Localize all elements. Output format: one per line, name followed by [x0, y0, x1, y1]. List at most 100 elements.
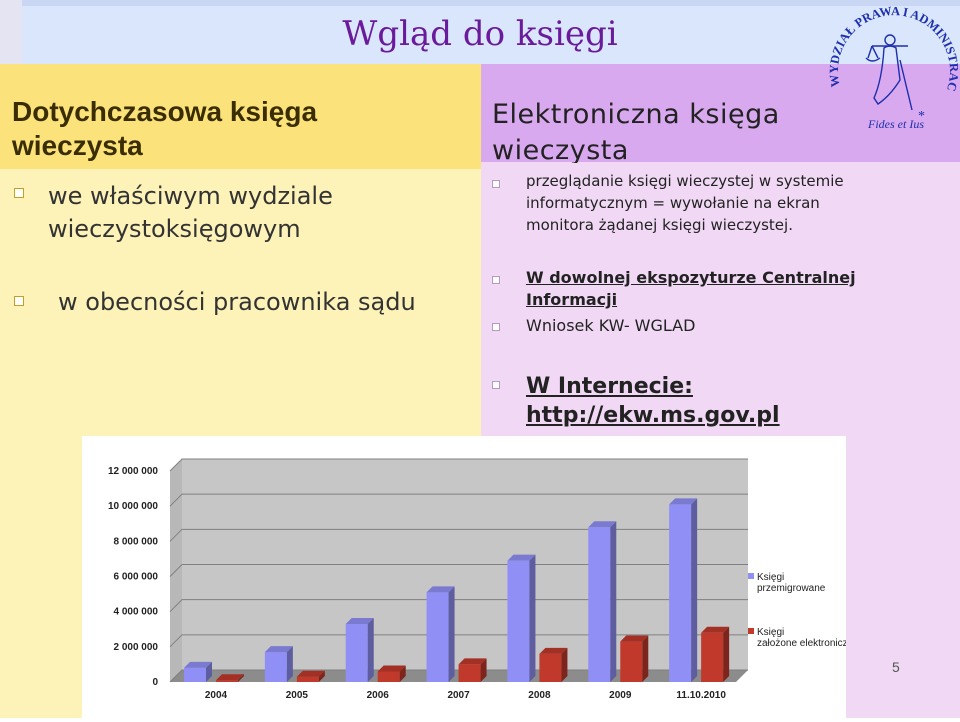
y-tick-label: 8 000 000 — [114, 536, 159, 547]
bullet-icon — [492, 180, 500, 188]
x-tick-label: 2008 — [528, 690, 551, 701]
bar — [458, 664, 481, 682]
faculty-seal-logo: WYDZIAŁ PRAWA I ADMINISTRACJI UKSW Fides… — [826, 0, 960, 130]
bar — [184, 667, 206, 682]
right-bullet-4[interactable]: W Internecie: http://ekw.ms.gov.pl — [526, 372, 780, 430]
page-number: 5 — [892, 659, 900, 675]
right-heading: Elektroniczna księga wieczysta — [492, 97, 852, 163]
y-tick-label: 6 000 000 — [114, 572, 159, 583]
bar-top — [701, 626, 730, 633]
right-heading-line1: Elektroniczna księga — [492, 99, 780, 130]
y-tick-label: 10 000 000 — [108, 501, 158, 512]
y-tick-label: 0 — [152, 677, 158, 688]
left-bullet-1: we właściwym wydziale wieczystoksięgowym — [48, 180, 333, 246]
bar — [296, 676, 319, 682]
x-tick-label: 11.10.2010 — [676, 690, 726, 701]
bar-top — [458, 658, 487, 665]
legend-swatch — [748, 628, 754, 634]
right-heading-line2: wieczysta — [492, 135, 629, 163]
y-tick-label: 12 000 000 — [108, 466, 158, 477]
left-panel-header — [0, 64, 481, 169]
bar-side — [691, 498, 698, 682]
bar-side — [206, 661, 212, 682]
bar — [377, 671, 400, 682]
bar — [345, 623, 368, 682]
x-tick-label: 2009 — [609, 690, 632, 701]
y-tick-label: 4 000 000 — [114, 607, 159, 618]
bar-top — [345, 617, 374, 624]
left-bullet-1-line2: wieczystoksięgowym — [48, 215, 301, 243]
bullet-icon — [492, 381, 500, 389]
bar — [669, 504, 692, 682]
bar — [216, 680, 238, 682]
bar-chart: 0 2 000 000 4 000 000 6 000 000 8 000 000 10 … — [108, 458, 861, 701]
right-bullet-3: Wniosek KW- WGLAD — [526, 316, 696, 335]
bar-top — [507, 554, 536, 561]
bar-top — [264, 646, 293, 653]
gridline — [169, 528, 748, 542]
right-bullet-4-line1: W Internecie: — [526, 374, 693, 399]
right-bullet-2-line2[interactable]: Informacji — [526, 290, 618, 309]
bar-side — [610, 521, 617, 682]
bar-top — [377, 665, 406, 672]
bar — [620, 641, 643, 682]
bar — [426, 592, 449, 682]
title-band — [22, 0, 960, 64]
right-bullet-1-line1: przeglądanie księgi wieczystej w systemi… — [526, 172, 844, 190]
legend-label: Księgi przemigrowane — [757, 572, 826, 594]
x-tick-label: 2007 — [447, 690, 470, 701]
gridline — [169, 458, 748, 472]
bar — [539, 653, 562, 682]
bar-side — [448, 586, 455, 682]
right-bullet-2-line1[interactable]: W dowolnej ekspozyturze Centralnej — [526, 268, 856, 287]
bar-side — [480, 658, 487, 682]
left-heading-line1: Dotychczasowa księga — [12, 96, 318, 127]
right-bullet-1-line2: informatycznym = wywołanie na ekran — [526, 194, 820, 212]
bar-side — [238, 674, 244, 682]
bar-side — [318, 670, 325, 682]
x-tick-label: 2005 — [286, 690, 309, 701]
bar-top — [184, 661, 212, 668]
right-bullet-1: przeglądanie księgi wieczystej w systemi… — [526, 170, 844, 236]
bar — [264, 652, 287, 682]
left-bullet-1-line1: we właściwym wydziale — [48, 182, 333, 210]
bar-top — [669, 498, 698, 505]
right-bullet-2[interactable]: W dowolnej ekspozyturze Centralnej Infor… — [526, 267, 856, 311]
bar — [701, 632, 724, 682]
bar-top — [296, 670, 325, 677]
bar-side — [723, 626, 730, 682]
right-bullet-1-line3: monitora żądanej księgi wieczystej. — [526, 216, 793, 234]
gridline — [169, 493, 748, 507]
gridline — [169, 634, 748, 648]
gridline — [169, 564, 748, 577]
bullet-icon — [492, 276, 500, 284]
bar — [588, 527, 611, 682]
bar-top — [216, 674, 244, 681]
left-bullet-2: w obecności pracownika sądu — [58, 288, 416, 316]
bullet-icon — [14, 296, 24, 306]
bar-side — [529, 554, 536, 682]
x-tick-label: 2006 — [367, 690, 390, 701]
y-tick-label: 2 000 000 — [114, 642, 159, 653]
bar-side — [399, 665, 406, 682]
bar-side — [367, 617, 374, 682]
gridline — [169, 599, 748, 613]
bar-top — [620, 635, 649, 642]
title-band-stripe — [22, 0, 960, 6]
bar-top — [426, 586, 455, 593]
bullet-icon — [492, 323, 500, 331]
bar-side — [642, 635, 649, 682]
seal-motto: Fides et Ius — [867, 117, 924, 130]
bar-side — [286, 646, 293, 682]
legend-swatch — [748, 573, 754, 579]
bullet-icon — [14, 188, 24, 198]
x-tick-label: 2004 — [205, 690, 228, 701]
bar-side — [561, 647, 568, 682]
internet-link[interactable]: http://ekw.ms.gov.pl — [526, 403, 780, 428]
bar-top — [539, 647, 568, 654]
slide-title: Wgląd do księgi — [342, 14, 618, 54]
bar — [507, 560, 530, 682]
left-heading: Dotychczasowa księga wieczysta — [12, 95, 472, 163]
star-icon: * — [918, 109, 925, 124]
